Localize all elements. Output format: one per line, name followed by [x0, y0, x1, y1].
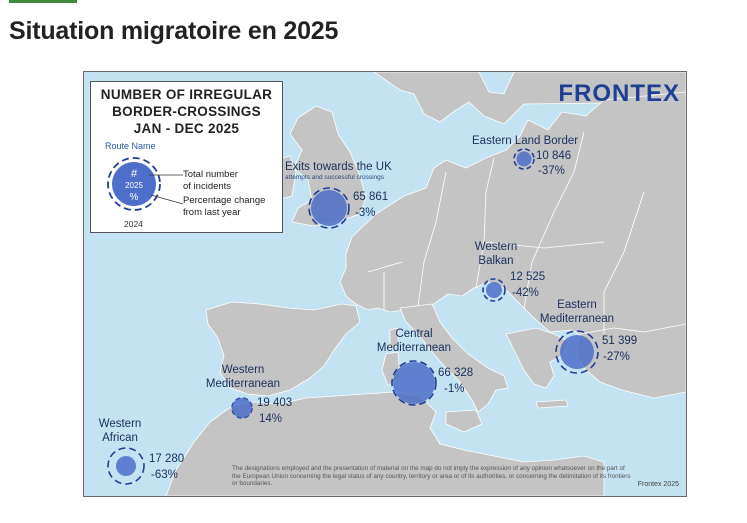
legend-year-current: 2025	[125, 181, 143, 190]
land-iberia	[205, 301, 361, 397]
route-name-line: Mediterranean	[205, 378, 281, 390]
route-name-line: Central	[395, 328, 433, 340]
legend-total-description: Total number of incidents	[183, 169, 238, 193]
title-accent-bar	[9, 0, 77, 3]
marker-exits-uk	[308, 187, 350, 229]
legend-symbol: # 2025 %	[107, 157, 161, 211]
legend-year-previous: 2024	[124, 219, 143, 229]
route-total-eastern-mediterranean: 51 399	[602, 335, 638, 347]
legend-change-description: Percentage change from last year	[183, 195, 265, 219]
route-subtitle-exits-uk: attempts and successful crossings	[285, 174, 384, 181]
route-total-exits-uk: 65 861	[353, 191, 389, 203]
map-credit: Frontex 2025	[637, 481, 679, 488]
map-base	[84, 72, 686, 496]
route-name-line: Western	[221, 364, 265, 376]
land-greece	[505, 327, 571, 389]
route-name-eastern-mediterranean: Eastern Mediterranean	[532, 298, 622, 326]
land-italy	[399, 303, 509, 413]
legend-dashed-ring	[107, 157, 161, 211]
marker-eastern-mediterranean	[555, 330, 599, 374]
route-name-line: Mediterranean	[539, 313, 615, 325]
marker-western-balkan	[482, 278, 506, 302]
route-name-line: Balkan	[478, 255, 514, 267]
route-name-exits-uk: Exits towards the UK	[285, 161, 392, 173]
legend-title-line: JAN - DEC 2025	[133, 121, 240, 136]
route-name-western-african: Western African	[90, 417, 150, 445]
route-name-line: Mediterranean	[376, 342, 452, 354]
land-crete	[535, 399, 569, 409]
route-change-western-mediterranean: 14%	[259, 413, 283, 425]
route-name-line: Eastern	[557, 299, 597, 311]
route-name-line: Western	[474, 241, 518, 253]
map-legend: NUMBER OF IRREGULAR BORDER-CROSSINGS JAN…	[90, 81, 283, 233]
map-disclaimer: The designations employed and the presen…	[232, 465, 631, 488]
route-change-western-balkan: -42%	[512, 287, 539, 299]
legend-route-name: Route Name	[105, 141, 156, 151]
land-sicily	[445, 409, 483, 433]
route-total-central-mediterranean: 66 328	[438, 367, 474, 379]
legend-leader-lines	[149, 174, 184, 205]
route-total-western-african: 17 280	[149, 453, 185, 465]
land-scandinavia	[373, 72, 686, 125]
route-change-western-african: -63%	[151, 469, 178, 481]
route-name-central-mediterranean: Central Mediterranean	[372, 327, 456, 355]
migration-map: NUMBER OF IRREGULAR BORDER-CROSSINGS JAN…	[83, 71, 687, 497]
route-change-eastern-mediterranean: -27%	[603, 351, 630, 363]
route-name-line: African	[102, 432, 138, 444]
marker-eastern-land-border	[513, 148, 535, 170]
marker-central-mediterranean	[391, 360, 437, 406]
route-change-exits-uk: -3%	[355, 207, 376, 219]
legend-title-line: BORDER-CROSSINGS	[112, 104, 261, 119]
legend-hash: #	[131, 168, 138, 180]
route-change-central-mediterranean: -1%	[444, 383, 465, 395]
legend-change-line: from last year	[183, 207, 241, 218]
legend-total-line: Total number	[183, 169, 238, 180]
legend-title-line: NUMBER OF IRREGULAR	[100, 87, 273, 102]
route-total-eastern-land-border: 10 846	[536, 150, 572, 162]
route-total-western-balkan: 12 525	[510, 271, 546, 283]
legend-filled-circle	[112, 162, 156, 206]
route-markers	[107, 148, 599, 485]
marker-western-african	[107, 447, 145, 485]
legend-change-line: Percentage change	[183, 195, 266, 206]
legend-title: NUMBER OF IRREGULAR BORDER-CROSSINGS JAN…	[91, 86, 282, 137]
land-corsica	[389, 327, 399, 349]
route-change-eastern-land-border: -37%	[538, 165, 565, 177]
frontex-logo: FRONTEX	[558, 80, 680, 107]
route-name-eastern-land-border: Eastern Land Border	[472, 135, 579, 147]
legend-percent: %	[130, 192, 139, 203]
route-name-western-balkan: Western Balkan	[468, 240, 524, 268]
route-name-western-mediterranean: Western Mediterranean	[198, 363, 288, 391]
border-lines	[367, 131, 645, 334]
route-total-western-mediterranean: 19 403	[257, 397, 293, 409]
legend-total-line: of incidents	[183, 181, 232, 192]
marker-western-mediterranean	[231, 397, 253, 419]
page-title: Situation migratoire en 2025	[9, 17, 339, 45]
route-name-line: Western	[98, 418, 142, 430]
